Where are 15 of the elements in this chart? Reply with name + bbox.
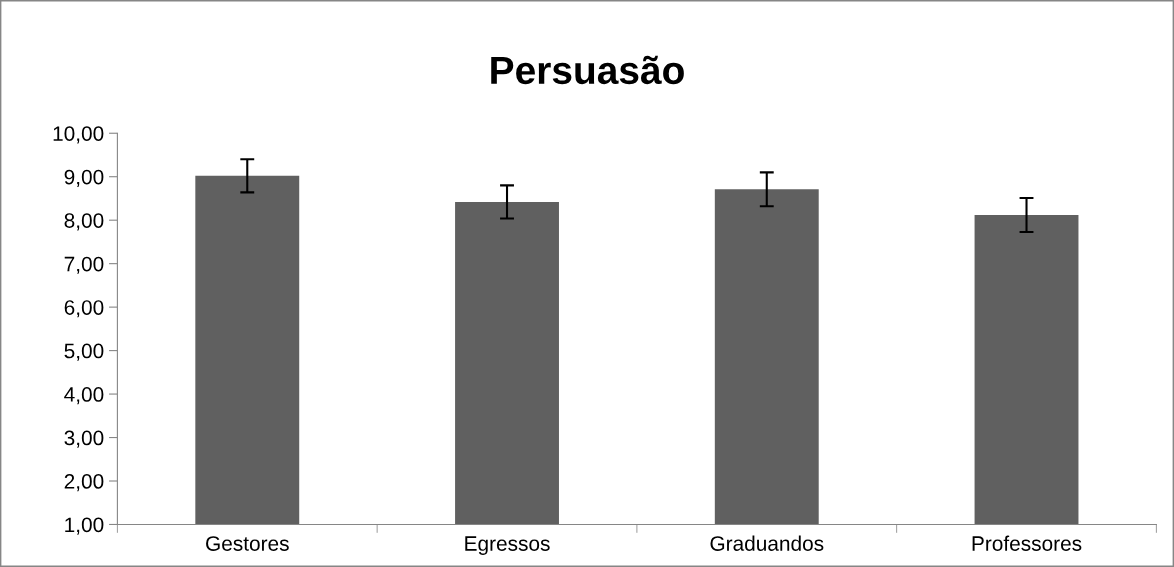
y-tick-label: 7,00 — [64, 256, 104, 274]
y-tick-label: 2,00 — [64, 474, 104, 492]
chart-title: Persuasão — [491, 55, 684, 85]
x-tick-label: Professores — [972, 535, 1082, 551]
y-tick-label: 9,00 — [64, 169, 104, 187]
y-tick-label: 10,00 — [53, 126, 104, 144]
y-tick-label: 5,00 — [64, 343, 104, 361]
y-tick-label: 4,00 — [64, 387, 104, 405]
x-tick-label: Graduandos — [710, 535, 824, 551]
x-tick-label: Gestores — [206, 536, 289, 551]
x-tick-label: Egressos — [465, 536, 550, 556]
y-tick-label: 3,00 — [64, 430, 104, 448]
y-tick-label: 8,00 — [64, 213, 104, 231]
y-tick-label: 1,00 — [65, 517, 104, 535]
y-tick-label: 6,00 — [64, 300, 104, 318]
